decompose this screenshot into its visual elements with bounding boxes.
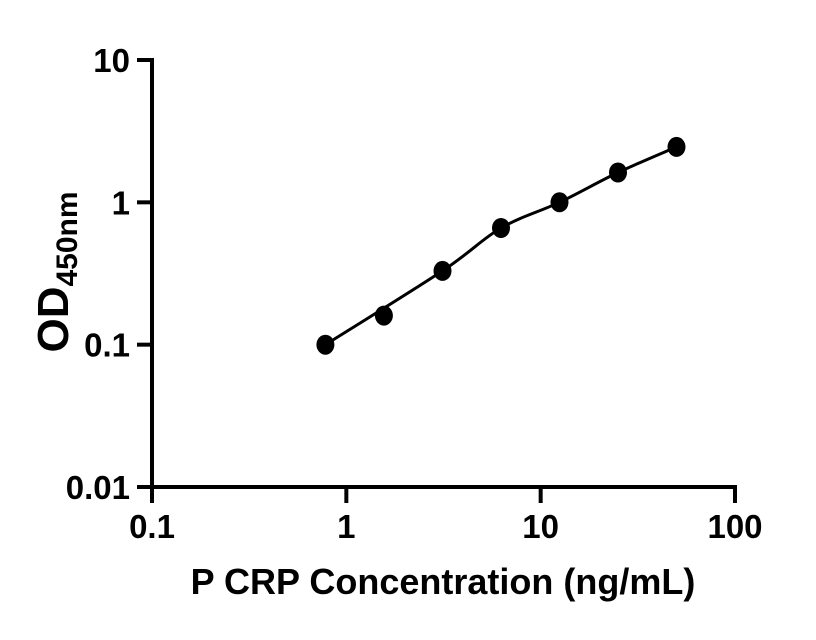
y-axis-title-main: OD bbox=[29, 287, 78, 353]
x-tick-label: 100 bbox=[707, 508, 762, 545]
data-point bbox=[550, 192, 569, 213]
x-axis-title: P CRP Concentration (ng/mL) bbox=[191, 561, 696, 602]
axes-layer bbox=[137, 58, 737, 503]
x-tick-label: 10 bbox=[522, 508, 559, 545]
data-point bbox=[667, 136, 686, 157]
y-tick-label: 0.01 bbox=[66, 469, 130, 506]
y-axis-title-subscript: 450nm bbox=[51, 191, 84, 286]
y-axis-title: OD450nm bbox=[29, 191, 84, 352]
y-tick-label: 10 bbox=[93, 42, 130, 79]
data-point bbox=[609, 162, 627, 183]
data-point bbox=[433, 260, 452, 281]
y-tick-label: 0.1 bbox=[84, 327, 130, 364]
data-points-layer bbox=[316, 136, 686, 355]
x-tick-label: 0.1 bbox=[129, 508, 175, 545]
data-point bbox=[492, 218, 510, 238]
x-tick-label: 1 bbox=[337, 508, 355, 545]
data-point bbox=[316, 334, 335, 355]
y-tick-label: 1 bbox=[112, 184, 130, 221]
data-point bbox=[374, 305, 393, 326]
